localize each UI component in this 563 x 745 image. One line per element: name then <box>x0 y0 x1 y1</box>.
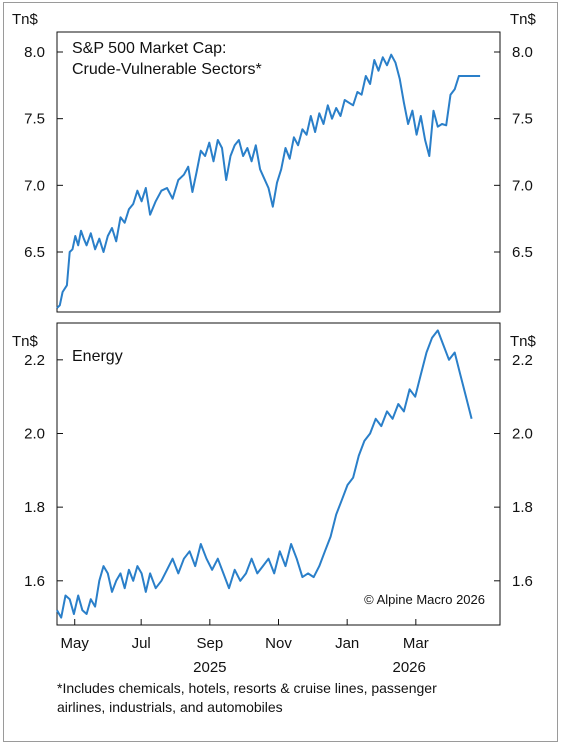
x-tick-label: May <box>61 635 90 652</box>
bottom-panel-box <box>56 322 501 626</box>
x-tick-label: Jan <box>335 635 359 652</box>
copyright-annotation: © Alpine Macro 2026 <box>364 592 485 607</box>
y-tick-label-right: 7.5 <box>512 111 533 128</box>
top-panel: Tn$ Tn$ S&P 500 Market Cap: Crude-Vulner… <box>12 11 537 313</box>
top-ticks: 6.5 6.5 7.0 7.0 7.5 7.5 8.0 8.0 <box>24 44 533 261</box>
bottom-ticks: 1.6 1.6 1.8 1.8 2.0 2.0 2.2 2.2 <box>24 352 533 590</box>
y-tick-label-right: 8.0 <box>512 44 533 61</box>
y-tick-label-right: 1.8 <box>512 499 533 516</box>
bottom-unit-right: Tn$ <box>510 333 537 350</box>
top-panel-box <box>56 31 501 313</box>
chart-frame <box>3 2 558 742</box>
top-series-line <box>56 53 481 309</box>
y-tick-label-right: 7.0 <box>512 177 533 194</box>
footnote-line-2: airlines, industrials, and automobiles <box>57 699 283 715</box>
bottom-panel: Tn$ Tn$ Energy 1.6 1.61.8 1.82.0 2.02.2 2.2 … <box>12 322 537 626</box>
y-tick-label-right: 6.5 <box>512 244 533 261</box>
y-tick-label-left: 1.8 <box>24 499 45 516</box>
y-tick-label-right: 2.2 <box>512 352 533 369</box>
bottom-series-line <box>56 329 473 619</box>
x-tick-label: Sep <box>196 635 223 652</box>
bottom-unit-left: Tn$ <box>12 333 39 350</box>
y-tick-label-right: 2.0 <box>512 425 533 442</box>
y-tick-label-left: 1.6 <box>24 573 45 590</box>
top-unit-left: Tn$ <box>12 11 39 28</box>
y-tick-label-left: 2.0 <box>24 425 45 442</box>
top-title: S&P 500 Market Cap: <box>72 40 226 57</box>
y-tick-label-left: 7.5 <box>24 111 45 128</box>
x-tick-label: Jul <box>132 635 151 652</box>
x-axis-labels: May Jul Sep Nov Jan Mar 2025 2026 <box>61 619 429 676</box>
x-year-label: 2026 <box>392 659 425 676</box>
bottom-title: Energy <box>72 348 123 365</box>
x-tick-label: Nov <box>265 635 292 652</box>
footnote: *Includes chemicals, hotels, resorts & c… <box>57 679 537 717</box>
footnote-line-1: *Includes chemicals, hotels, resorts & c… <box>57 680 437 696</box>
y-tick-label-right: 1.6 <box>512 573 533 590</box>
x-tick-label: Mar <box>403 635 429 652</box>
y-tick-label-left: 8.0 <box>24 44 45 61</box>
top-subtitle: Crude-Vulnerable Sectors* <box>72 61 262 78</box>
top-unit-right: Tn$ <box>510 11 537 28</box>
y-tick-label-left: 2.2 <box>24 352 45 369</box>
y-tick-label-left: 7.0 <box>24 177 45 194</box>
x-year-label: 2025 <box>193 659 226 676</box>
y-tick-label-left: 6.5 <box>24 244 45 261</box>
